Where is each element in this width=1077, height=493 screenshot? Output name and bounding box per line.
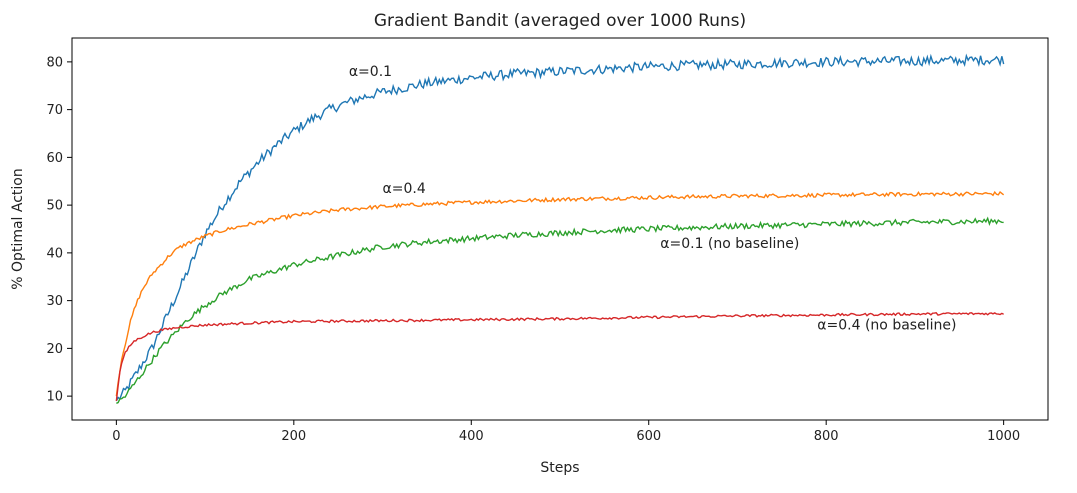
plot-frame: [71, 37, 1049, 421]
y-tick-label: 40: [46, 246, 63, 261]
annotation-2: α=0.4: [383, 181, 426, 197]
x-tick-label: 200: [281, 429, 306, 444]
annotation-3: α=0.1 (no baseline): [660, 236, 799, 252]
y-tick-label: 50: [46, 199, 63, 214]
y-tick-label: 30: [46, 294, 63, 309]
x-tick-label: 0: [112, 429, 120, 444]
axes-layer: 0 200 400 600 800 1000 10 20 30 40 50 60 70 80: [46, 37, 1049, 444]
chart-title: Gradient Bandit (averaged over 1000 Runs…: [374, 11, 746, 31]
series-line-1: [115, 53, 1005, 402]
series-line-4: [115, 312, 1004, 401]
y-tick-label: 10: [46, 390, 63, 405]
x-axis-label: Steps: [540, 460, 579, 476]
y-tick-label: 80: [46, 55, 63, 70]
x-tick-label: 600: [636, 429, 661, 444]
x-tick-label: 1000: [987, 429, 1020, 444]
y-tick-label: 60: [46, 151, 63, 166]
y-tick-label: 20: [46, 342, 63, 357]
x-tick-label: 800: [814, 429, 839, 444]
annotation-layer: α=0.1 α=0.4 α=0.1 (no baseline) α=0.4 (no b…: [349, 64, 957, 333]
annotation-1: α=0.1: [349, 64, 392, 80]
y-axis-label: % Optimal Action: [10, 168, 26, 289]
x-tick-label: 400: [459, 429, 484, 444]
series-line-3: [116, 216, 1004, 404]
series-line-2: [115, 190, 1005, 397]
series-layer: [115, 53, 1005, 404]
y-tick-label: 70: [46, 103, 63, 118]
annotation-4: α=0.4 (no baseline): [817, 317, 956, 333]
